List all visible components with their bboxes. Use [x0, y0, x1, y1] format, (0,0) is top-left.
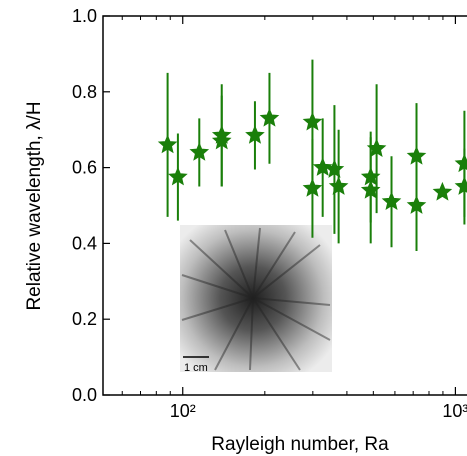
- point: [366, 138, 387, 157]
- point: [168, 166, 188, 186]
- point: [312, 157, 333, 176]
- y-tick-label: 1.0: [72, 6, 97, 26]
- inset-texture: [181, 227, 331, 371]
- x-axis-label: Rayleigh number, Ra: [211, 434, 389, 455]
- point: [245, 125, 265, 144]
- point: [259, 108, 280, 127]
- scale-label: 1 cm: [184, 362, 208, 374]
- point: [189, 142, 210, 161]
- y-tick-label: 0.6: [72, 158, 97, 178]
- x-tick-label: 10²: [170, 401, 196, 421]
- point: [157, 134, 178, 154]
- point: [328, 176, 349, 195]
- plot-frame: [102, 15, 467, 396]
- point: [432, 181, 453, 201]
- y-tick-label: 0.0: [72, 385, 97, 405]
- inset-image: 1 cm: [180, 225, 332, 374]
- y-tick-label: 0.2: [72, 309, 97, 329]
- point: [454, 176, 467, 195]
- y-tick-label: 0.4: [72, 233, 97, 253]
- x-tick-label: 10³: [442, 401, 467, 421]
- point: [302, 111, 323, 131]
- point: [406, 195, 427, 214]
- y-axis-label: Relative wavelength, λ/H: [24, 101, 45, 310]
- y-tick-label: 0.8: [72, 82, 97, 102]
- inset-photo: [180, 225, 332, 372]
- point: [211, 130, 232, 150]
- point: [302, 178, 323, 197]
- point: [381, 191, 402, 211]
